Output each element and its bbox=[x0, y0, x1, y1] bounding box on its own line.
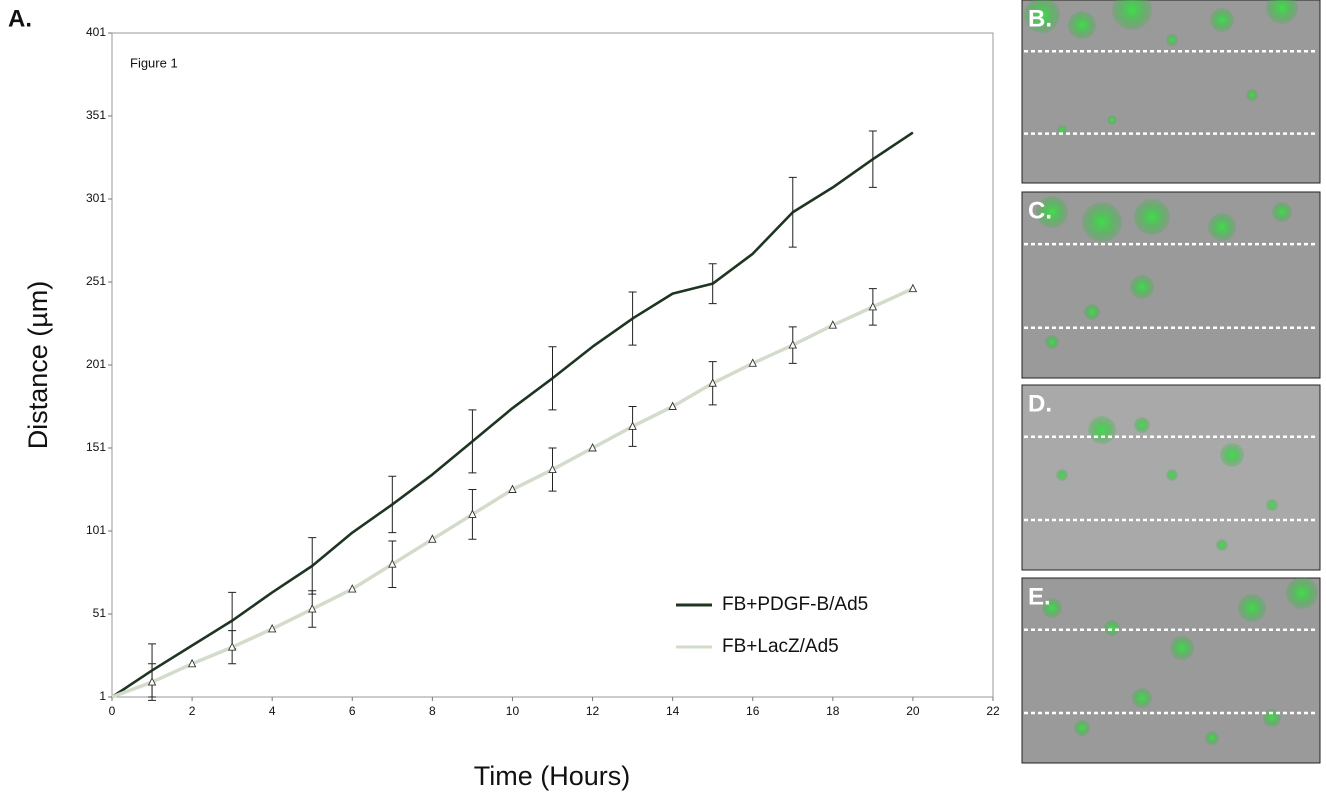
legend-label: FB+LacZ/Ad5 bbox=[722, 636, 839, 657]
cell-blob bbox=[1104, 620, 1120, 636]
micrograph bbox=[1021, 0, 1321, 184]
cell-blob bbox=[1056, 469, 1068, 481]
cell-blob bbox=[1112, 0, 1152, 30]
cell-blob bbox=[1205, 731, 1219, 745]
error-bar bbox=[788, 176, 797, 248]
panel-label: E. bbox=[1028, 583, 1051, 610]
error-bar bbox=[548, 346, 557, 411]
cell-blob bbox=[1166, 469, 1178, 481]
cell-blob bbox=[1084, 304, 1100, 320]
point-marker bbox=[588, 442, 597, 452]
point-marker bbox=[348, 584, 357, 593]
point-marker bbox=[788, 340, 798, 349]
cell-blob bbox=[1042, 598, 1062, 618]
point-marker bbox=[388, 559, 397, 568]
cell-blob bbox=[1024, 0, 1060, 33]
point-marker bbox=[548, 464, 557, 474]
cell-blob bbox=[1286, 577, 1318, 609]
cell-blob bbox=[1036, 196, 1068, 228]
cell-blob bbox=[1068, 11, 1096, 39]
point-marker bbox=[227, 642, 237, 651]
point-marker bbox=[628, 421, 637, 430]
y-tick-label: 1 bbox=[99, 689, 106, 703]
x-tick-label: 14 bbox=[666, 704, 680, 718]
cell-blob bbox=[1238, 594, 1266, 622]
panel-label: D. bbox=[1028, 390, 1052, 417]
point-marker bbox=[428, 534, 437, 543]
error-bar bbox=[868, 130, 877, 188]
y-tick-label: 251 bbox=[86, 274, 106, 288]
y-tick-label: 351 bbox=[86, 108, 106, 122]
x-tick-label: 0 bbox=[109, 704, 116, 718]
y-tick-label: 201 bbox=[86, 357, 106, 371]
y-tick-label: 301 bbox=[86, 191, 106, 205]
point-marker bbox=[908, 283, 918, 293]
cell-blob bbox=[1107, 115, 1117, 125]
cell-blob bbox=[1208, 213, 1236, 241]
cell-blob bbox=[1266, 0, 1298, 24]
cell-blob bbox=[1170, 636, 1194, 660]
point-marker bbox=[307, 604, 317, 613]
point-marker bbox=[828, 320, 838, 329]
cell-blob bbox=[1216, 539, 1228, 551]
cell-blob bbox=[1263, 709, 1281, 727]
point-marker bbox=[748, 358, 757, 367]
x-tick-label: 12 bbox=[586, 704, 600, 718]
y-tick-label: 401 bbox=[86, 25, 106, 39]
cell-blob bbox=[1082, 202, 1122, 242]
cell-blob bbox=[1266, 499, 1278, 511]
cell-blob bbox=[1210, 8, 1234, 32]
y-tick-label: 151 bbox=[86, 440, 106, 454]
x-tick-label: 6 bbox=[349, 704, 356, 718]
x-tick-label: 4 bbox=[269, 704, 276, 718]
panel-label: B. bbox=[1028, 5, 1052, 32]
series-line bbox=[111, 131, 914, 699]
error-bar bbox=[628, 291, 637, 346]
panel-label: C. bbox=[1028, 197, 1052, 224]
cell-blob bbox=[1045, 335, 1059, 349]
x-tick-label: 18 bbox=[826, 704, 840, 718]
x-tick-label: 2 bbox=[189, 704, 196, 718]
point-marker bbox=[267, 623, 277, 633]
point-marker bbox=[508, 484, 517, 493]
cell-blob bbox=[1074, 720, 1090, 736]
panel-label: A. bbox=[8, 5, 32, 32]
cell-blob bbox=[1220, 443, 1244, 467]
y-tick-label: 51 bbox=[93, 606, 107, 620]
chart-title: Figure 1 bbox=[130, 55, 178, 70]
point-marker bbox=[868, 301, 878, 311]
point-marker bbox=[708, 378, 717, 387]
cell-blob bbox=[1132, 688, 1152, 708]
point-marker bbox=[147, 677, 157, 686]
cell-blob bbox=[1272, 202, 1292, 222]
cell-blob bbox=[1130, 275, 1154, 299]
x-tick-label: 10 bbox=[506, 704, 520, 718]
x-tick-label: 16 bbox=[746, 704, 760, 718]
point-marker bbox=[668, 401, 677, 410]
y-tick-label: 101 bbox=[86, 523, 106, 537]
legend-label: FB+PDGF-B/Ad5 bbox=[722, 594, 868, 615]
micrograph bbox=[1021, 577, 1321, 764]
cell-blob bbox=[1134, 417, 1150, 433]
error-bar bbox=[308, 537, 317, 595]
micrograph bbox=[1021, 191, 1321, 379]
x-axis-title: Time (Hours) bbox=[474, 761, 631, 791]
x-tick-label: 8 bbox=[429, 704, 436, 718]
x-tick-label: 22 bbox=[986, 704, 1000, 718]
y-axis-title: Distance (µm) bbox=[23, 281, 53, 450]
cell-blob bbox=[1088, 416, 1116, 444]
cell-blob bbox=[1246, 89, 1258, 101]
cell-blob bbox=[1134, 199, 1170, 235]
point-marker bbox=[187, 658, 197, 668]
error-bar bbox=[388, 475, 397, 534]
error-bar bbox=[468, 409, 477, 474]
point-marker bbox=[468, 509, 477, 518]
error-bar bbox=[708, 263, 717, 305]
x-tick-label: 20 bbox=[906, 704, 920, 718]
cell-blob bbox=[1166, 34, 1178, 46]
